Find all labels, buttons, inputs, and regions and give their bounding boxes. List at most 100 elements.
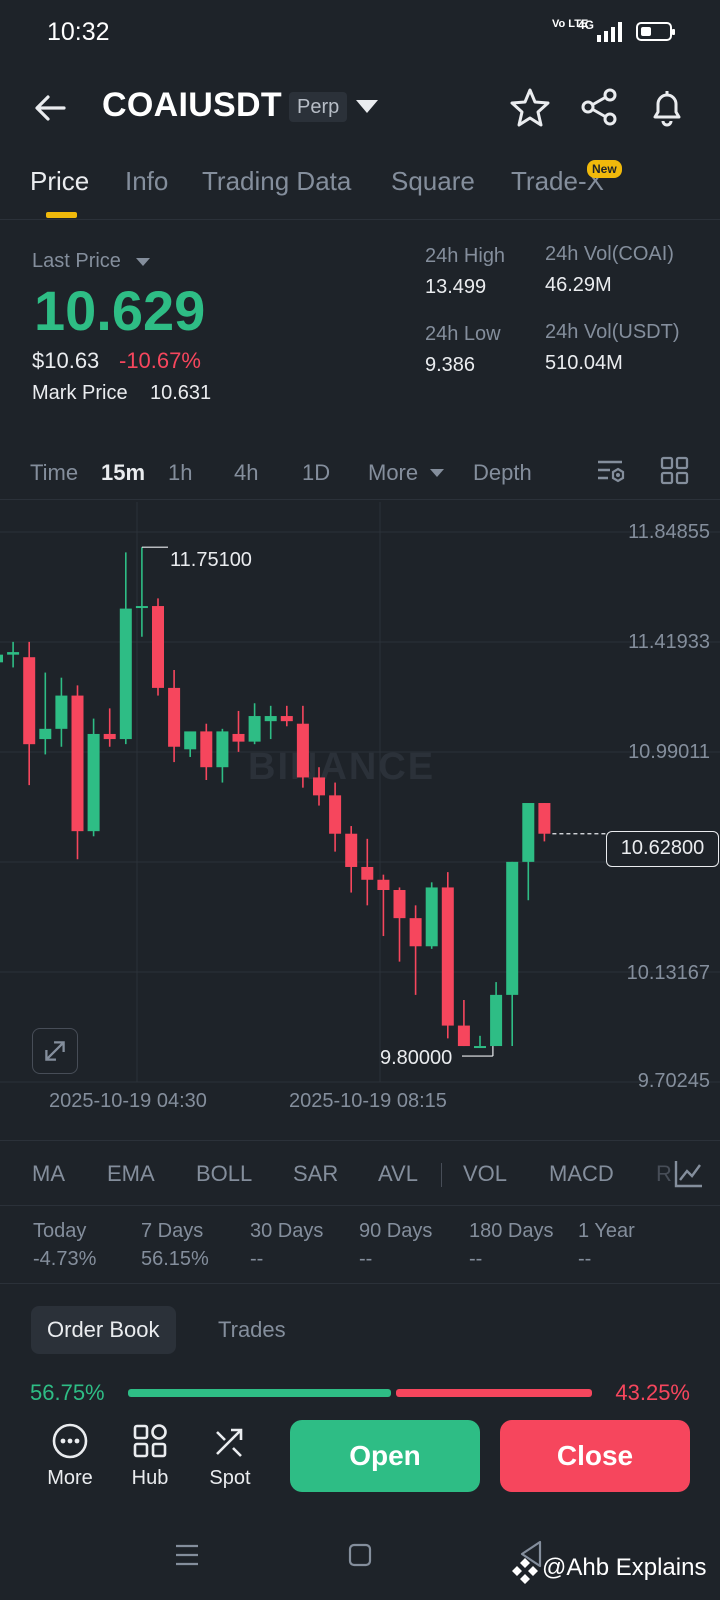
signal-icon — [597, 22, 622, 42]
low-24h-label: 24h Low — [425, 323, 501, 345]
candle-body — [425, 887, 438, 947]
interval-1h[interactable]: 1h — [168, 460, 193, 485]
indicator-chart-icon[interactable] — [673, 1159, 705, 1189]
active-tab-indicator — [46, 212, 77, 218]
tab-trading-data[interactable]: Trading Data — [202, 166, 352, 196]
candle-body — [216, 731, 229, 768]
high-24h-label: 24h High — [425, 245, 506, 267]
indicator-r[interactable]: R — [656, 1161, 672, 1186]
candle-body — [119, 608, 132, 740]
share-icon[interactable] — [578, 86, 620, 128]
candle-body — [313, 777, 325, 796]
indicator-bar: MA EMA BOLL SAR AVL VOL MACD R — [0, 1140, 720, 1206]
more-button[interactable]: More — [40, 1422, 100, 1490]
candle-body — [296, 723, 309, 778]
tab-price[interactable]: Price — [30, 166, 90, 196]
back-nav-icon[interactable] — [518, 1540, 544, 1568]
candle-body — [152, 606, 164, 688]
tab-order-book[interactable]: Order Book — [31, 1306, 176, 1354]
indicator-ma[interactable]: MA — [32, 1161, 65, 1186]
chart-settings-icon[interactable] — [596, 456, 626, 486]
x-tick: 2025-10-19 04:30 — [49, 1090, 207, 1112]
bid-ratio-bar — [128, 1389, 391, 1397]
fullscreen-expand-icon[interactable] — [32, 1028, 78, 1074]
candle-body — [377, 879, 390, 890]
high-marker-label: 11.75100 — [170, 549, 252, 571]
candle-body — [345, 833, 358, 867]
perf-value: -4.73% — [33, 1248, 97, 1270]
recent-apps-icon[interactable] — [174, 1542, 200, 1568]
candle-body — [409, 918, 422, 947]
indicator-avl[interactable]: AVL — [378, 1161, 418, 1186]
notification-bell-icon[interactable] — [646, 86, 688, 128]
close-position-button[interactable]: Close — [500, 1420, 690, 1492]
hub-grid-icon — [133, 1424, 167, 1458]
indicator-vol[interactable]: VOL — [463, 1161, 508, 1186]
high-24h: 13.499 — [425, 276, 487, 298]
candle-body — [264, 716, 277, 722]
interval-time[interactable]: Time — [30, 460, 79, 485]
interval-4h[interactable]: 4h — [234, 460, 259, 485]
home-icon[interactable] — [348, 1543, 372, 1567]
tab-trades[interactable]: Trades — [218, 1317, 286, 1342]
candle-body — [538, 803, 551, 834]
low-24h: 9.386 — [425, 354, 476, 376]
binance-logo-icon — [512, 1558, 538, 1584]
candle-body — [280, 716, 293, 722]
ask-ratio: 43.25% — [615, 1380, 690, 1405]
y-tick: 10.13167 — [626, 962, 710, 984]
more-label: More — [47, 1467, 93, 1489]
layout-grid-icon[interactable] — [660, 456, 690, 486]
open-position-button[interactable]: Open — [290, 1420, 480, 1492]
symbol-dropdown-icon[interactable] — [356, 100, 378, 113]
perf-value: -- — [469, 1248, 483, 1270]
spot-button[interactable]: Spot — [200, 1422, 260, 1490]
candle-body — [393, 889, 406, 919]
candle-body — [23, 657, 36, 745]
indicator-macd[interactable]: MACD — [549, 1161, 614, 1186]
candle-body — [71, 695, 84, 832]
last-price-label[interactable]: Last Price — [32, 250, 121, 272]
candlestick-chart[interactable]: BINANCE 11.84855 11.41933 10.99011 10.13… — [0, 502, 720, 1124]
candle-body — [457, 1025, 470, 1047]
favorite-star-icon[interactable] — [509, 86, 551, 128]
mark-price-label: Mark Price — [32, 382, 128, 404]
candle-body — [55, 695, 68, 729]
low-marker-label: 9.80000 — [380, 1047, 453, 1069]
ask-ratio-bar — [396, 1389, 592, 1397]
last-price-dropdown-icon[interactable] — [136, 258, 150, 266]
interval-more[interactable]: More — [368, 460, 419, 485]
contract-type-badge: Perp — [289, 92, 348, 122]
indicator-ema[interactable]: EMA — [107, 1161, 155, 1186]
new-badge: New — [587, 160, 622, 178]
interval-15m[interactable]: 15m — [101, 460, 146, 485]
indicator-boll[interactable]: BOLL — [196, 1161, 253, 1186]
candle-body — [184, 731, 197, 750]
candle-body — [135, 606, 148, 609]
candle-body — [7, 652, 20, 655]
indicator-sar[interactable]: SAR — [293, 1161, 339, 1186]
action-bar: More Hub Spot Open Close — [0, 1402, 720, 1512]
chart-canvas[interactable] — [0, 502, 720, 1124]
candle-body — [248, 716, 261, 742]
candle-body — [474, 1046, 486, 1049]
depth-tab[interactable]: Depth — [473, 460, 532, 485]
current-price-tag: 10.62800 — [606, 831, 719, 867]
interval-1d[interactable]: 1D — [302, 460, 331, 485]
perf-value: -- — [250, 1248, 264, 1270]
candle-body — [232, 733, 245, 742]
tab-square[interactable]: Square — [391, 166, 475, 196]
creator-watermark: @Ahb Explains — [542, 1554, 707, 1581]
header: COAIUSDT Perp — [0, 62, 720, 152]
back-arrow-icon[interactable] — [30, 88, 70, 128]
hub-button[interactable]: Hub — [120, 1422, 180, 1490]
tab-info[interactable]: Info — [125, 166, 169, 196]
main-tabs: Price Info Trading Data Square Trade-X N… — [0, 152, 720, 220]
battery-icon — [636, 22, 675, 41]
symbol-title[interactable]: COAIUSDT — [102, 86, 282, 124]
interval-more-caret-icon[interactable] — [430, 469, 444, 477]
perf-value: -- — [578, 1248, 592, 1270]
y-tick: 10.99011 — [628, 741, 710, 763]
last-price: 10.629 — [34, 279, 206, 342]
interval-bar: Time 15m 1h 4h 1D More Depth — [0, 440, 720, 500]
